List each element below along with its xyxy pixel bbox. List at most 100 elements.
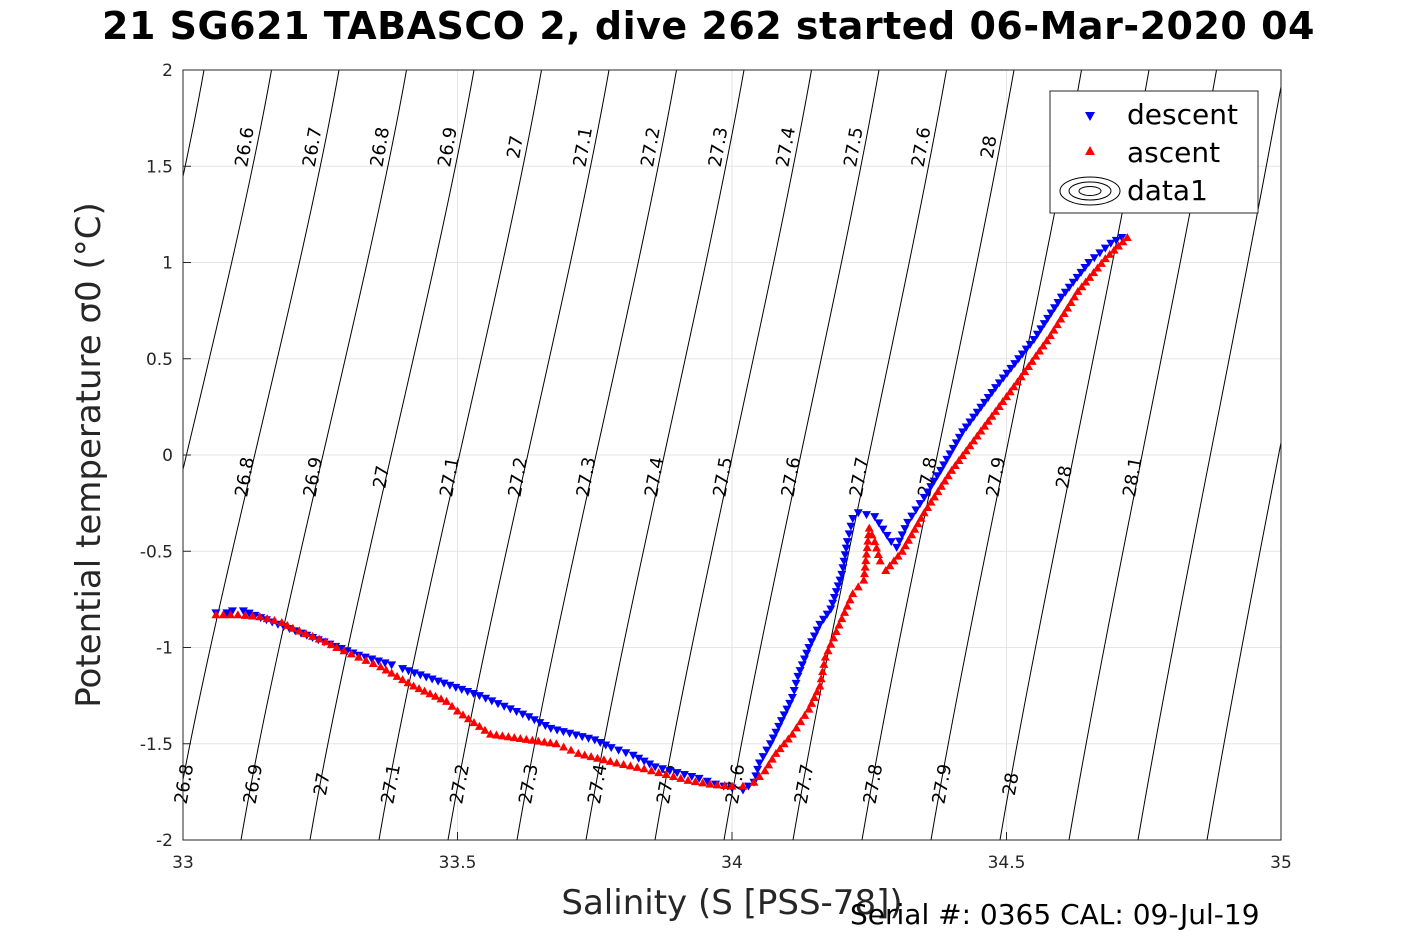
ascent-point (1042, 336, 1052, 345)
descent-point (958, 428, 968, 437)
isopycnal-line (654, 70, 812, 840)
ascent-point (859, 575, 869, 584)
ascent-point (712, 780, 722, 789)
descent-point (621, 749, 631, 758)
ascent-point (533, 736, 543, 745)
descent-point (819, 615, 828, 624)
descent-point (841, 544, 851, 553)
ascent-point (815, 681, 825, 690)
descent-point (900, 525, 910, 534)
ascent-point (277, 617, 287, 626)
ascent-point (771, 748, 781, 757)
descent-point (1050, 304, 1060, 313)
descent-point (878, 525, 888, 534)
ascent-point (831, 626, 841, 635)
ascent-point (873, 549, 883, 558)
ascent-point (1002, 392, 1011, 401)
ascent-point (240, 610, 250, 619)
descent-point (782, 705, 792, 714)
legend-box (1049, 90, 1259, 214)
ascent-point (1034, 346, 1044, 355)
descent-point (445, 681, 455, 690)
ascent-point (612, 758, 622, 767)
ascent-point (775, 744, 785, 753)
descent-point (512, 708, 522, 717)
ascent-point (301, 629, 311, 638)
ascent-point (1009, 382, 1019, 391)
descent-point (844, 530, 854, 539)
descent-point (945, 450, 955, 459)
ascent-point (864, 523, 874, 532)
ascent-point (262, 614, 272, 623)
ascent-point (605, 756, 615, 765)
isopycnal-line (792, 70, 947, 840)
ascent-point (754, 771, 764, 780)
ascent-point (442, 696, 452, 705)
ascent-point (860, 562, 870, 571)
ascent-point (1085, 272, 1095, 281)
ascent-point (551, 739, 561, 748)
legend-descent-marker (1085, 112, 1095, 121)
ascent-point (987, 411, 997, 420)
x-tick-label: 35 (1270, 853, 1292, 873)
descent-point (639, 757, 649, 766)
ascent-point (720, 780, 730, 789)
ascent-point (690, 777, 700, 786)
descent-point (922, 488, 932, 497)
ascent-point (420, 686, 430, 695)
ascent-point (1049, 325, 1059, 334)
descent-point (1100, 244, 1110, 253)
ascent-point (361, 655, 371, 664)
ascent-point (646, 766, 656, 775)
descent-point (929, 477, 939, 486)
descent-point (853, 509, 863, 518)
descent-point (965, 418, 975, 427)
descent-point (848, 515, 858, 524)
ascent-point (943, 471, 953, 480)
ascent-point (668, 771, 678, 780)
descent-point (840, 551, 850, 560)
x-axis-ticks: 33 33.5 34 34.5 35 (172, 832, 1292, 873)
descent-point (897, 531, 907, 540)
ascent-point (994, 401, 1004, 410)
ascent-point (233, 610, 243, 619)
descent-point (976, 403, 986, 412)
contour-label: 28 (999, 771, 1024, 797)
descent-point (751, 772, 761, 781)
ascent-point (580, 750, 590, 759)
descent-point (753, 765, 763, 774)
ascent-point (503, 732, 513, 741)
ascent-point (976, 426, 986, 435)
ascent-point (1081, 277, 1091, 286)
ascent-point (829, 633, 839, 642)
ascent-point (398, 675, 408, 684)
descent-point (540, 721, 550, 730)
descent-point (601, 741, 611, 750)
ascent-point (288, 623, 298, 632)
ascent-point (867, 530, 877, 539)
descent-point (870, 513, 880, 522)
ascent-point (559, 742, 569, 751)
contour-label: 27 (503, 134, 528, 160)
descent-point (765, 740, 775, 749)
y-tick-label: 1.5 (146, 157, 173, 177)
ascent-point (463, 714, 473, 723)
descent-point (1010, 360, 1020, 369)
ascent-point (1118, 237, 1128, 246)
ascent-point (326, 640, 336, 649)
legend-data1-label: data1 (1127, 174, 1208, 207)
descent-point (892, 543, 902, 552)
descent-point (754, 759, 764, 768)
descent-point (590, 736, 600, 745)
ascent-point (491, 730, 501, 739)
descent-point (694, 774, 704, 783)
descent-point (903, 518, 913, 527)
ascent-point (845, 595, 855, 604)
ascent-point (900, 541, 910, 550)
descent-point (1117, 233, 1127, 242)
ascent-point (875, 556, 885, 565)
descent-point (837, 570, 847, 579)
ascent-point (1016, 372, 1026, 381)
ascent-point (480, 725, 490, 734)
chart-title: 21 SG621 TABASCO 2, dive 262 started 06-… (102, 4, 1315, 48)
